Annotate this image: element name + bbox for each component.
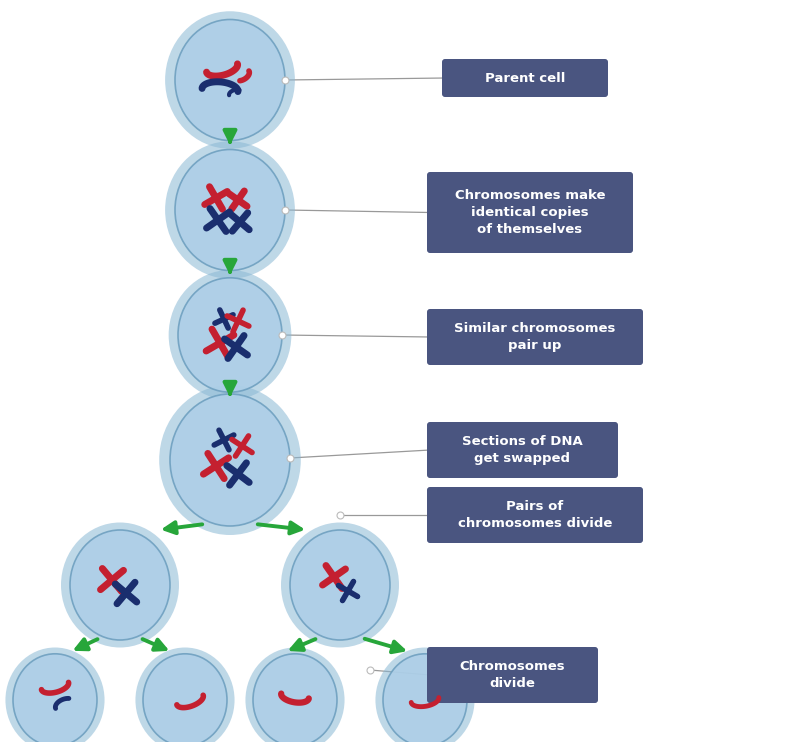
Text: Parent cell: Parent cell bbox=[485, 71, 565, 85]
Ellipse shape bbox=[135, 648, 234, 742]
Ellipse shape bbox=[159, 385, 301, 535]
FancyBboxPatch shape bbox=[427, 172, 633, 253]
FancyBboxPatch shape bbox=[427, 487, 643, 543]
Ellipse shape bbox=[178, 278, 282, 393]
FancyBboxPatch shape bbox=[427, 647, 598, 703]
Ellipse shape bbox=[165, 141, 295, 279]
Ellipse shape bbox=[169, 270, 291, 400]
Text: Pairs of
chromosomes divide: Pairs of chromosomes divide bbox=[458, 500, 612, 530]
Ellipse shape bbox=[165, 11, 295, 148]
Ellipse shape bbox=[61, 522, 179, 648]
Text: Similar chromosomes
pair up: Similar chromosomes pair up bbox=[454, 322, 616, 352]
Ellipse shape bbox=[13, 654, 97, 742]
Ellipse shape bbox=[175, 149, 285, 271]
Ellipse shape bbox=[6, 648, 105, 742]
FancyBboxPatch shape bbox=[442, 59, 608, 97]
Ellipse shape bbox=[375, 648, 474, 742]
Ellipse shape bbox=[246, 648, 345, 742]
Ellipse shape bbox=[170, 394, 290, 526]
Ellipse shape bbox=[383, 654, 467, 742]
FancyBboxPatch shape bbox=[427, 309, 643, 365]
Text: Chromosomes make
identical copies
of themselves: Chromosomes make identical copies of the… bbox=[454, 189, 606, 236]
Ellipse shape bbox=[70, 530, 170, 640]
Ellipse shape bbox=[290, 530, 390, 640]
Ellipse shape bbox=[253, 654, 337, 742]
Ellipse shape bbox=[175, 19, 285, 140]
Ellipse shape bbox=[281, 522, 399, 648]
Text: Chromosomes
divide: Chromosomes divide bbox=[460, 660, 566, 690]
FancyBboxPatch shape bbox=[427, 422, 618, 478]
Ellipse shape bbox=[143, 654, 227, 742]
Text: Sections of DNA
get swapped: Sections of DNA get swapped bbox=[462, 435, 583, 465]
